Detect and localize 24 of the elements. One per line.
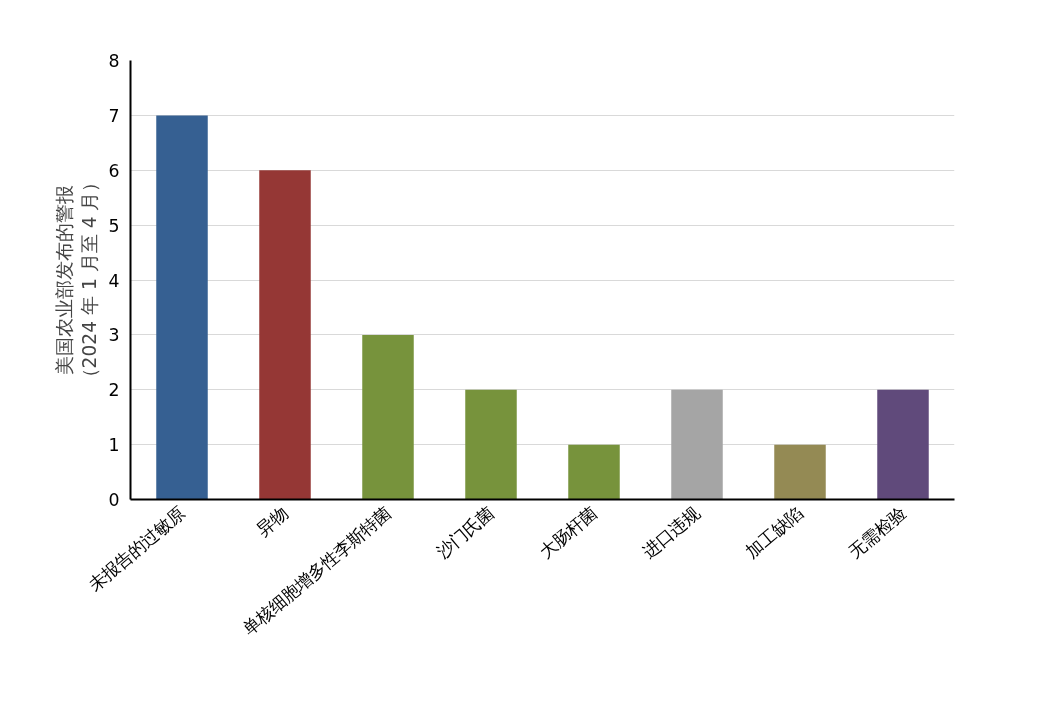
bar [671,389,723,500]
bar [568,444,620,500]
y-tick-label: 2 [108,380,120,401]
x-tick-label: 异物 [252,502,292,541]
x-tick-label: 沙门氏菌 [432,502,498,562]
x-tick-label: 无需检验 [844,502,910,562]
y-tick-label: 3 [108,325,120,346]
x-tick-label: 加工缺陷 [741,502,807,562]
x-tick-label: 大肠杆菌 [535,502,601,562]
bar [877,389,929,500]
bar [259,170,311,500]
x-tick-label: 进口违规 [638,502,704,562]
bar [774,444,826,500]
y-tick-label: 6 [108,160,120,181]
y-tick-label: 7 [108,105,120,126]
bar [156,115,208,500]
bar [362,334,414,500]
y-tick-label: 0 [108,490,120,510]
y-tick-label: 5 [108,215,120,236]
y-tick-label: 8 [108,51,120,71]
y-axis-title: 美国农业部发布的警报（2024 年 1 月至 4 月） [54,172,101,388]
y-tick-label: 4 [108,270,120,291]
bar [465,389,517,500]
y-tick-label: 1 [108,435,120,456]
